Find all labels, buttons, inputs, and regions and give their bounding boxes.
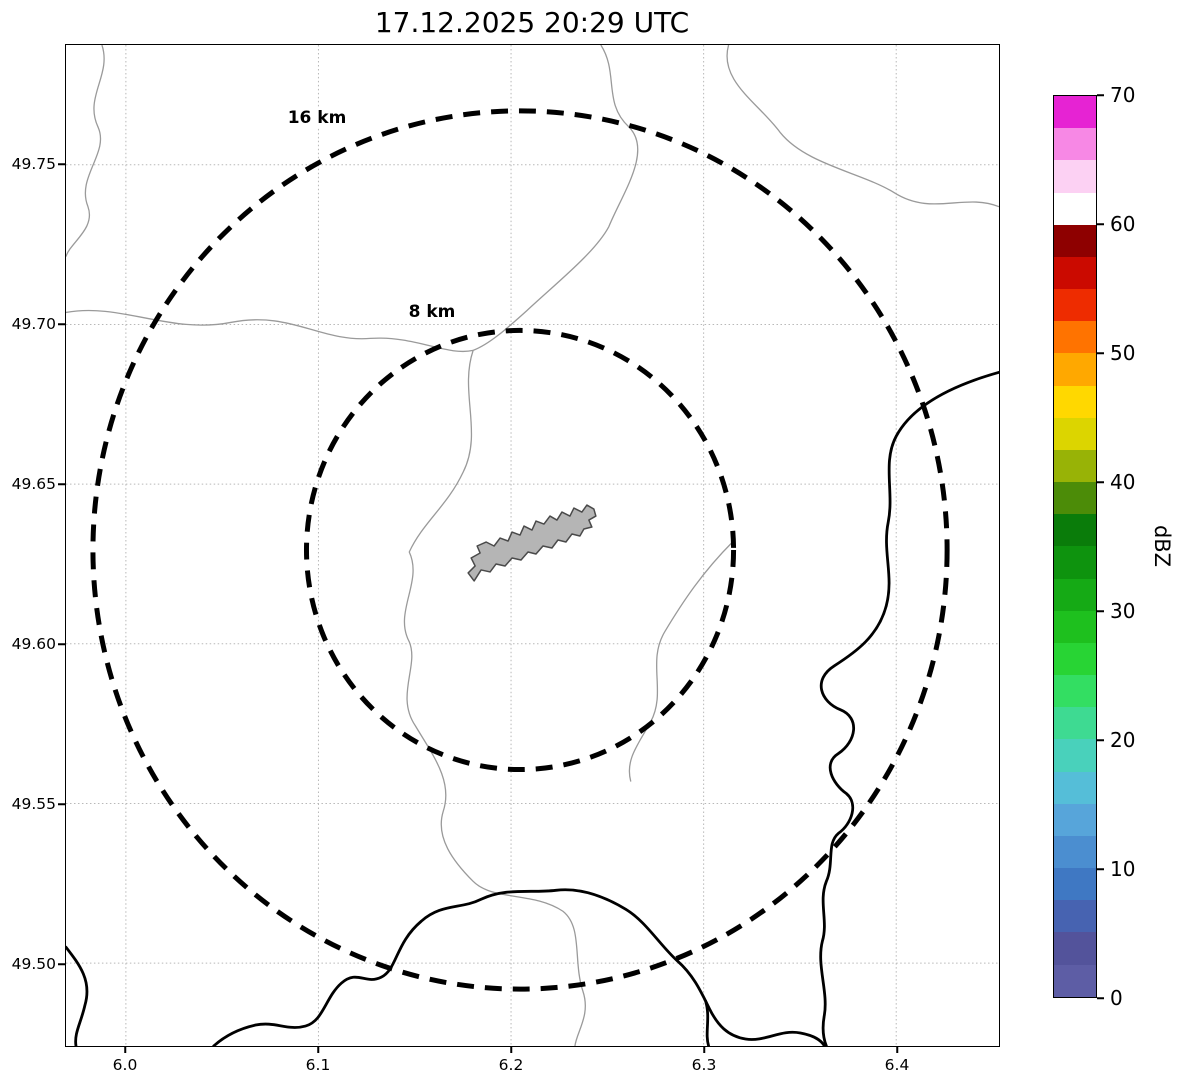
y-tick-mark (58, 643, 65, 645)
colorbar-band (1054, 321, 1096, 354)
colorbar-tick-label: 40 (1110, 470, 1136, 494)
colorbar-ticks: 0 10 20 30 40 50 60 70 (1097, 83, 1177, 1010)
colorbar-band (1054, 128, 1096, 161)
y-tick-mark (58, 803, 65, 805)
country-border (819, 370, 999, 1046)
range-ring-8km-label: 8 km (405, 302, 459, 322)
range-ring-8km (303, 327, 737, 773)
colorbar-tick-label: 70 (1110, 83, 1136, 107)
y-tick-label: 49.50 (11, 955, 56, 973)
colorbar-band (1054, 803, 1096, 836)
colorbar-band (1054, 192, 1096, 225)
colorbar-bands (1054, 96, 1096, 997)
colorbar-band (1054, 449, 1096, 483)
colorbar-band (1054, 482, 1096, 515)
y-tick-mark (58, 963, 65, 965)
colorbar-band (1054, 707, 1096, 740)
y-tick-label: 49.70 (11, 315, 56, 333)
y-tick-label: 49.65 (11, 475, 56, 493)
map-canvas (66, 45, 999, 1046)
river-line (66, 309, 474, 353)
colorbar-tick-mark (1097, 739, 1104, 741)
colorbar-tick-label: 60 (1110, 212, 1136, 236)
colorbar-tick-mark (1097, 610, 1104, 612)
country-border (704, 999, 711, 1046)
city-boundary-polygon (467, 504, 597, 582)
y-tick-label: 49.75 (11, 155, 56, 173)
range-ring-16km-label: 16 km (284, 108, 350, 128)
colorbar-axis-label: dBZ (1150, 524, 1174, 568)
colorbar-band (1054, 385, 1096, 418)
colorbar-tick-mark (1097, 352, 1104, 354)
y-tick-label: 49.55 (11, 795, 56, 813)
colorbar-band (1054, 417, 1096, 450)
y-tick-label: 49.60 (11, 635, 56, 653)
range-ring-16km (90, 108, 950, 992)
colorbar-band (1054, 932, 1096, 965)
colorbar-tick-mark (1097, 868, 1104, 870)
x-tick-label: 6.2 (498, 1056, 524, 1074)
colorbar-band (1054, 771, 1096, 804)
colorbar-band (1054, 964, 1096, 997)
colorbar-band (1054, 578, 1096, 611)
colorbar-tick-label: 30 (1110, 599, 1136, 623)
colorbar (1053, 95, 1097, 998)
colorbar-tick-label: 0 (1110, 986, 1123, 1010)
colorbar-band (1054, 642, 1096, 676)
y-tick-mark (58, 323, 65, 325)
x-tick-mark (317, 1047, 319, 1053)
river-line (403, 350, 586, 1046)
colorbar-band (1054, 256, 1096, 290)
colorbar-band (1054, 739, 1096, 772)
colorbar-band (1054, 289, 1096, 322)
river-line (628, 541, 734, 782)
map-plot: 16 km 8 km (65, 44, 1000, 1047)
country-borders (66, 370, 999, 1046)
colorbar-tick-mark (1097, 481, 1104, 483)
y-tick-mark (58, 483, 65, 485)
x-tick-label: 6.4 (884, 1056, 910, 1074)
plot-title: 17.12.2025 20:29 UTC (374, 6, 690, 39)
x-tick-mark (510, 1047, 512, 1053)
river-line (726, 45, 999, 208)
colorbar-tick-mark (1097, 94, 1104, 96)
colorbar-band (1054, 546, 1096, 579)
colorbar-band (1054, 835, 1096, 869)
colorbar-band (1054, 96, 1096, 129)
colorbar-band (1054, 514, 1096, 547)
colorbar-band (1054, 160, 1096, 193)
colorbar-tick-label: 10 (1110, 857, 1136, 881)
colorbar-tick-label: 20 (1110, 728, 1136, 752)
river-line (66, 45, 105, 257)
x-tick-label: 6.0 (112, 1056, 138, 1074)
colorbar-band (1054, 353, 1096, 386)
x-tick-mark (124, 1047, 126, 1053)
colorbar-band (1054, 868, 1096, 901)
x-tick-mark (703, 1047, 705, 1053)
colorbar-tick-mark (1097, 997, 1104, 999)
x-tick-label: 6.3 (691, 1056, 717, 1074)
colorbar-band (1054, 224, 1096, 257)
colorbar-band (1054, 900, 1096, 933)
x-tick-label: 6.1 (305, 1056, 331, 1074)
colorbar-band (1054, 610, 1096, 643)
river-line (472, 45, 639, 351)
y-tick-mark (58, 163, 65, 165)
colorbar-band (1054, 675, 1096, 708)
country-border (212, 888, 826, 1046)
colorbar-tick-mark (1097, 223, 1104, 225)
x-tick-mark (896, 1047, 898, 1053)
country-border (66, 945, 89, 1046)
colorbar-tick-label: 50 (1110, 341, 1136, 365)
